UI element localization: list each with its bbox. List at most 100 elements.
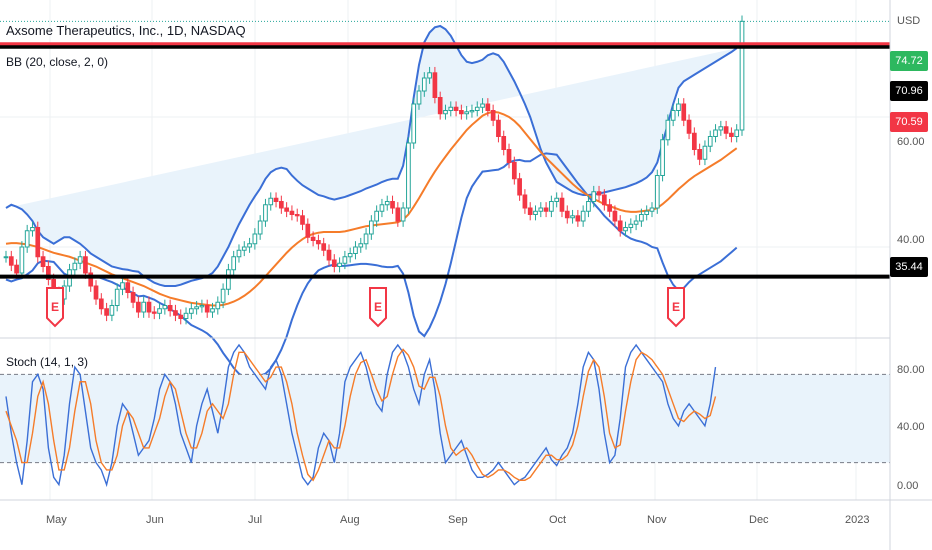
time-label: 2023 [845, 514, 870, 526]
candle-body [580, 210, 586, 222]
candle-body [644, 210, 650, 215]
candle-body [670, 110, 676, 121]
candle-body [734, 129, 740, 137]
stoch-d-line [5, 348, 717, 482]
candle-body [93, 285, 99, 300]
candle-body [633, 220, 639, 225]
candle-body [538, 207, 544, 212]
candle-body [517, 178, 522, 196]
candle-body [681, 103, 687, 121]
candle-body [136, 301, 141, 313]
time-label: Aug [340, 514, 360, 526]
candle-body [98, 298, 104, 310]
candle-body [278, 201, 284, 209]
price-tick: 60.00 [897, 136, 925, 148]
time-label: Jul [248, 514, 263, 526]
candle-body [146, 301, 152, 313]
candle-body [157, 308, 162, 314]
candle-body [326, 249, 332, 261]
candle-body [19, 246, 25, 274]
candle-body [702, 145, 708, 160]
candle-body [691, 132, 697, 150]
candle-body [35, 227, 41, 258]
candle-body [665, 119, 671, 141]
candle-body [586, 201, 591, 212]
candle-body [559, 197, 565, 212]
candle-body [448, 106, 454, 111]
candle-body [252, 233, 258, 245]
candle-body [236, 249, 242, 258]
candle-body [617, 220, 623, 232]
earnings-flag [369, 287, 387, 328]
candle-body [496, 119, 501, 137]
candle-body [162, 305, 168, 310]
stoch-legend[interactable]: Stoch (14, 1, 3) [6, 355, 89, 369]
candle-body [480, 103, 485, 108]
candle-body [83, 256, 88, 274]
candle-body [141, 301, 147, 313]
candle-body [485, 103, 491, 111]
candle-body [109, 305, 115, 316]
candle-body [114, 288, 120, 306]
candle-body [199, 305, 205, 308]
time-label: Dec [749, 514, 769, 526]
candle-body [379, 204, 385, 212]
price-tick: 40.00 [897, 234, 925, 246]
candle-body [718, 126, 724, 131]
candle-body [226, 269, 231, 290]
candle-body [522, 194, 528, 209]
candle-body [729, 132, 734, 137]
stoch-k-line [5, 343, 717, 488]
candle-body [527, 207, 533, 215]
earnings-marker[interactable]: E [46, 287, 64, 328]
candle-body [713, 129, 718, 137]
candle-body [506, 149, 512, 163]
candle-body [443, 110, 448, 115]
currency-label: USD [897, 15, 921, 27]
earnings-label: E [374, 300, 382, 314]
candle-body [639, 214, 644, 222]
earnings-marker[interactable]: E [667, 287, 685, 328]
candle-body [40, 256, 46, 267]
candle-body [623, 227, 628, 232]
candle-body [263, 204, 268, 222]
candle-body [305, 223, 311, 238]
bb-fill [6, 26, 737, 286]
resistance-badge: 70.96 [890, 81, 928, 101]
candle-body [104, 308, 109, 316]
bb-upper-line [5, 24, 738, 287]
candle-body [353, 246, 358, 254]
candle-body [46, 266, 51, 280]
candle-body [469, 110, 475, 113]
candle-body [125, 282, 131, 293]
candle-body [649, 207, 655, 212]
candle-body [241, 246, 247, 251]
candle-body [459, 110, 464, 115]
earnings-marker[interactable]: E [369, 287, 387, 328]
candle-body [707, 136, 713, 147]
candle-body [676, 103, 681, 111]
candle-body [453, 106, 459, 111]
candle-body [554, 197, 560, 202]
candle-body [363, 233, 369, 245]
candle-body [183, 312, 189, 319]
candle-body [501, 136, 507, 150]
candle-body [14, 264, 19, 274]
candle-body [358, 243, 364, 248]
candle-body [342, 256, 348, 264]
candle-body [564, 210, 570, 219]
bb-legend[interactable]: BB (20, close, 2, 0) [6, 55, 109, 69]
earnings-flag [46, 287, 64, 328]
candle-body [273, 197, 279, 202]
candles [3, 15, 745, 325]
earnings-label: E [51, 300, 59, 314]
candle-body [464, 111, 470, 115]
time-label: Oct [549, 514, 567, 526]
candle-body [601, 194, 607, 206]
candle-body [289, 210, 295, 215]
earnings-flag [667, 287, 685, 328]
candle-body [432, 72, 438, 99]
stoch-tick: 0.00 [897, 480, 919, 492]
candle-body [194, 306, 199, 310]
